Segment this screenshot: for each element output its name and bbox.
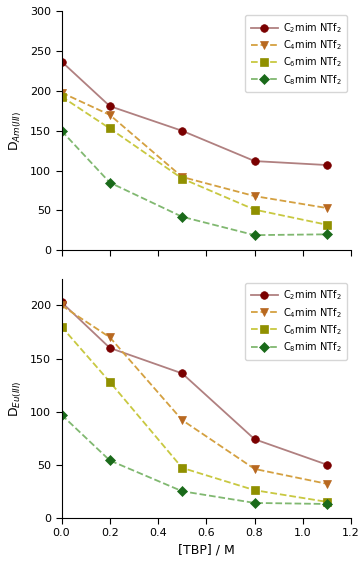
Legend: C$_2$mim NTf$_2$, C$_4$mim NTf$_2$, C$_6$mim NTf$_2$, C$_8$mim NTf$_2$: C$_2$mim NTf$_2$, C$_4$mim NTf$_2$, C$_6… bbox=[245, 15, 347, 92]
C$_8$mim NTf$_2$ bbox=[108, 179, 112, 186]
Y-axis label: D$_{Am(III)}$: D$_{Am(III)}$ bbox=[8, 111, 25, 151]
C$_4$mim NTf$_2$ bbox=[252, 465, 257, 472]
C$_6$mim NTf$_2$ bbox=[59, 323, 64, 330]
C$_2$mim NTf$_2$ bbox=[180, 127, 184, 134]
C$_8$mim NTf$_2$ bbox=[252, 500, 257, 506]
C$_8$mim NTf$_2$ bbox=[325, 501, 329, 508]
C$_4$mim NTf$_2$ bbox=[180, 174, 184, 180]
Line: C$_2$mim NTf$_2$: C$_2$mim NTf$_2$ bbox=[58, 299, 331, 468]
C$_2$mim NTf$_2$ bbox=[59, 299, 64, 306]
C$_6$mim NTf$_2$ bbox=[252, 206, 257, 213]
C$_6$mim NTf$_2$ bbox=[325, 221, 329, 228]
Line: C$_4$mim NTf$_2$: C$_4$mim NTf$_2$ bbox=[58, 89, 331, 212]
Line: C$_6$mim NTf$_2$: C$_6$mim NTf$_2$ bbox=[58, 93, 331, 229]
C$_2$mim NTf$_2$ bbox=[252, 158, 257, 164]
C$_4$mim NTf$_2$ bbox=[325, 205, 329, 212]
C$_2$mim NTf$_2$ bbox=[180, 370, 184, 377]
C$_8$mim NTf$_2$ bbox=[325, 231, 329, 238]
C$_4$mim NTf$_2$ bbox=[59, 302, 64, 309]
C$_8$mim NTf$_2$ bbox=[59, 127, 64, 134]
C$_4$mim NTf$_2$ bbox=[108, 334, 112, 341]
C$_8$mim NTf$_2$ bbox=[108, 457, 112, 464]
Line: C$_8$mim NTf$_2$: C$_8$mim NTf$_2$ bbox=[58, 127, 331, 239]
C$_4$mim NTf$_2$ bbox=[252, 193, 257, 200]
C$_6$mim NTf$_2$ bbox=[180, 175, 184, 182]
C$_6$mim NTf$_2$ bbox=[325, 498, 329, 505]
C$_6$mim NTf$_2$ bbox=[108, 125, 112, 132]
Line: C$_4$mim NTf$_2$: C$_4$mim NTf$_2$ bbox=[58, 302, 331, 488]
C$_2$mim NTf$_2$ bbox=[108, 344, 112, 351]
C$_2$mim NTf$_2$ bbox=[252, 436, 257, 443]
C$_8$mim NTf$_2$ bbox=[59, 411, 64, 418]
C$_4$mim NTf$_2$ bbox=[180, 417, 184, 423]
C$_6$mim NTf$_2$ bbox=[252, 486, 257, 493]
Line: C$_2$mim NTf$_2$: C$_2$mim NTf$_2$ bbox=[58, 57, 331, 169]
C$_4$mim NTf$_2$ bbox=[108, 112, 112, 118]
C$_6$mim NTf$_2$ bbox=[108, 378, 112, 385]
C$_4$mim NTf$_2$ bbox=[59, 89, 64, 96]
C$_8$mim NTf$_2$ bbox=[180, 213, 184, 220]
C$_2$mim NTf$_2$ bbox=[108, 103, 112, 110]
C$_2$mim NTf$_2$ bbox=[325, 461, 329, 468]
C$_2$mim NTf$_2$ bbox=[325, 162, 329, 168]
X-axis label: [TBP] / M: [TBP] / M bbox=[178, 544, 235, 556]
C$_4$mim NTf$_2$ bbox=[325, 480, 329, 487]
Line: C$_6$mim NTf$_2$: C$_6$mim NTf$_2$ bbox=[58, 323, 331, 506]
C$_6$mim NTf$_2$ bbox=[59, 93, 64, 100]
Legend: C$_2$mim NTf$_2$, C$_4$mim NTf$_2$, C$_6$mim NTf$_2$, C$_8$mim NTf$_2$: C$_2$mim NTf$_2$, C$_4$mim NTf$_2$, C$_6… bbox=[245, 283, 347, 360]
C$_8$mim NTf$_2$ bbox=[180, 488, 184, 494]
Y-axis label: D$_{Eu(III)}$: D$_{Eu(III)}$ bbox=[8, 380, 25, 417]
C$_6$mim NTf$_2$ bbox=[180, 464, 184, 471]
C$_2$mim NTf$_2$ bbox=[59, 58, 64, 65]
Line: C$_8$mim NTf$_2$: C$_8$mim NTf$_2$ bbox=[58, 411, 331, 508]
C$_8$mim NTf$_2$ bbox=[252, 232, 257, 238]
